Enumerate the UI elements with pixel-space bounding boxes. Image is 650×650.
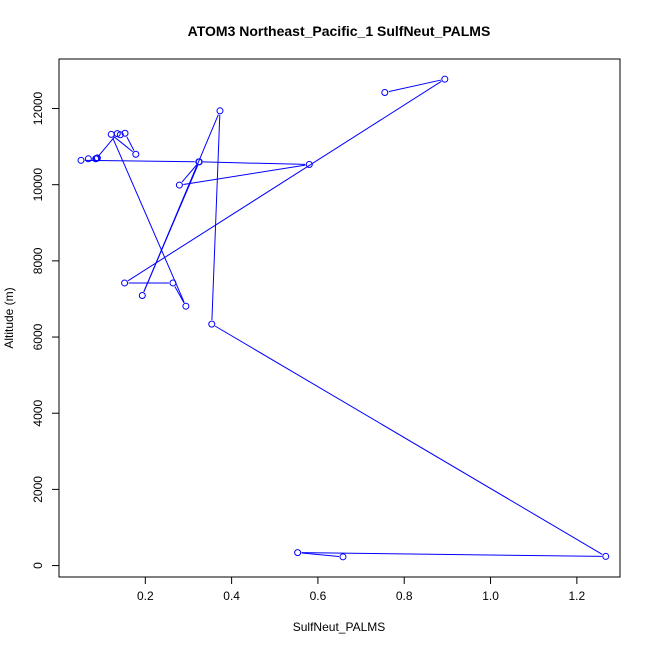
x-tick-label: 0.2 <box>137 589 154 603</box>
y-tick-label: 6000 <box>31 323 45 350</box>
series-points <box>77 75 610 561</box>
y-tick-label: 12000 <box>31 92 45 126</box>
x-tick-label: 0.6 <box>310 589 327 603</box>
data-point <box>441 75 449 83</box>
y-tick-label: 2000 <box>31 476 45 503</box>
data-point <box>121 129 129 137</box>
data-point <box>113 130 121 138</box>
x-axis-label: SulfNeut_PALMS <box>293 620 386 634</box>
data-point <box>602 552 610 560</box>
data-point <box>107 130 115 138</box>
series-segment <box>181 164 198 183</box>
y-tick-label: 10000 <box>31 168 45 202</box>
series-segment <box>85 159 195 163</box>
x-tick-label: 1.2 <box>569 589 586 603</box>
data-point <box>182 302 190 310</box>
y-tick-label: 8000 <box>31 247 45 274</box>
y-tick-label: 0 <box>31 562 45 569</box>
data-point <box>195 158 203 166</box>
y-tick-label: 4000 <box>31 400 45 427</box>
series-segment <box>127 80 442 282</box>
series-segment <box>301 552 340 557</box>
data-point <box>92 155 100 163</box>
x-tick-label: 0.4 <box>223 589 240 603</box>
chart-title: ATOM3 Northeast_Pacific_1 SulfNeut_PALMS <box>188 23 491 39</box>
plot-frame <box>58 58 621 578</box>
data-point <box>305 161 313 169</box>
series-segment <box>388 79 441 93</box>
data-point <box>208 320 216 328</box>
data-point <box>216 107 224 115</box>
data-point <box>116 131 124 139</box>
series-segment <box>126 136 135 151</box>
data-point <box>294 549 302 557</box>
series-segment <box>174 286 185 303</box>
data-point <box>175 181 183 189</box>
data-point <box>121 279 129 287</box>
series-segment <box>301 552 602 557</box>
series-segment <box>211 114 221 321</box>
data-point <box>132 150 140 158</box>
x-axis: 0.2 0.4 0.6 0.8 1.0 1.2 <box>137 576 586 603</box>
data-point <box>77 156 85 164</box>
y-axis: 0 2000 4000 6000 8000 10000 12000 <box>31 92 60 569</box>
series-segment <box>98 136 116 156</box>
data-point <box>381 89 389 97</box>
data-point <box>339 553 347 561</box>
series-segment <box>114 136 134 153</box>
data-point <box>138 292 146 300</box>
x-tick-label: 1.0 <box>482 589 499 603</box>
data-point <box>169 279 177 287</box>
series-segment <box>202 161 306 165</box>
series-segment <box>183 164 306 185</box>
series-lines <box>85 79 603 557</box>
y-axis-label: Altitude (m) <box>2 287 16 348</box>
data-point <box>84 155 92 163</box>
x-tick-label: 0.8 <box>396 589 413 603</box>
series-segment <box>112 137 185 303</box>
series-segment <box>214 325 603 555</box>
series-segment <box>143 114 219 293</box>
